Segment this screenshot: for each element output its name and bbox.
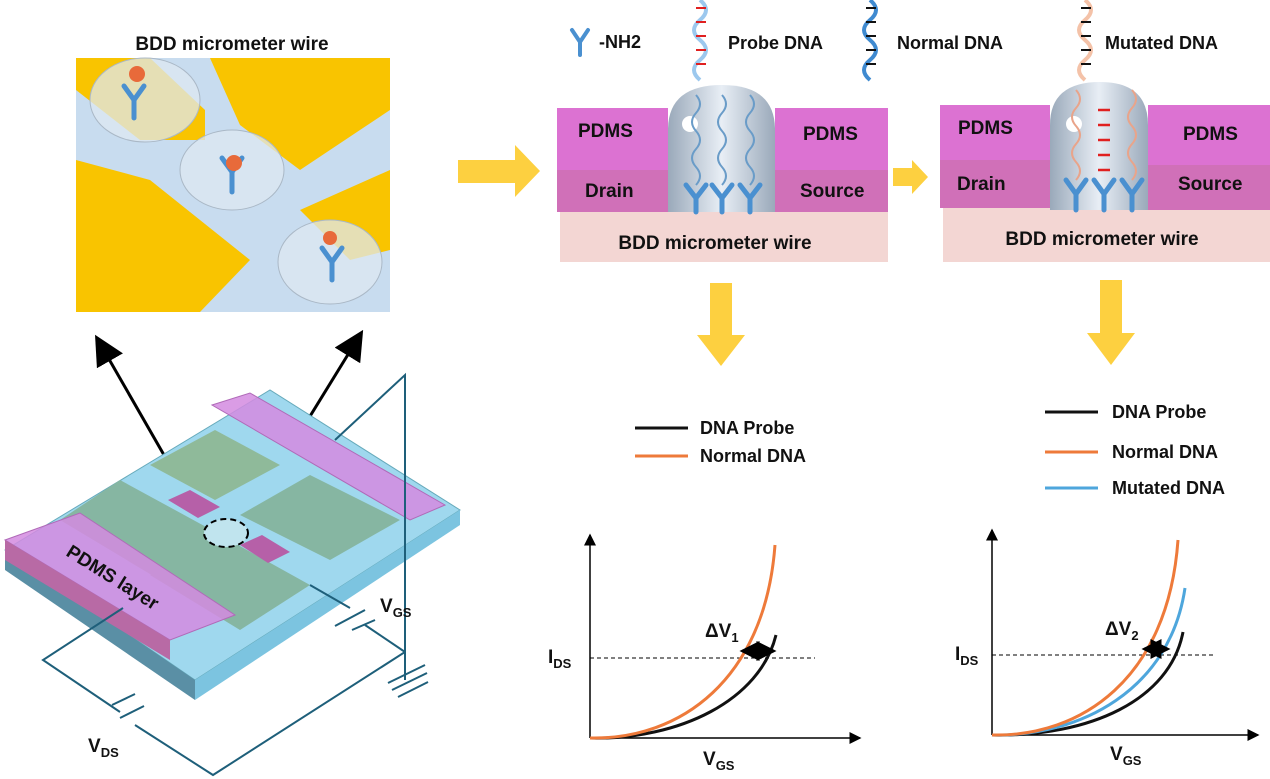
source (775, 170, 888, 212)
inset-title: BDD micrometer wire (135, 34, 328, 55)
mutated-dna-label: Mutated DNA (1105, 33, 1218, 53)
bdd-wire-label: BDD micrometer wire (1005, 229, 1198, 250)
target-molecule (226, 155, 242, 171)
curve-normal-dna (991, 539, 1180, 737)
top-legend: -NH2 Probe DNA Normal DNA Mutated DNA (570, 0, 1218, 82)
x-axis-label: VGS (703, 749, 735, 773)
vgs-label: VGS (380, 596, 412, 620)
bdd-wire (560, 212, 888, 262)
right-arrow (893, 160, 928, 194)
pdms-right-label: PDMS (803, 124, 858, 145)
pdms-left (940, 105, 1050, 160)
probe-dna-label: Probe DNA (728, 33, 823, 53)
drain (557, 170, 668, 212)
pdms-left-label: PDMS (578, 121, 633, 142)
electrode-pad (76, 160, 250, 312)
legend-label: DNA Probe (1112, 402, 1206, 422)
source (1148, 165, 1270, 210)
mutated-dna-icon (1077, 0, 1093, 82)
legend-label: Normal DNA (700, 446, 806, 466)
electrode-pad (150, 430, 280, 500)
y-axis-label: IDS (548, 647, 572, 671)
down-arrow (1087, 280, 1135, 365)
x-axis-label: VGS (1110, 744, 1142, 768)
pdms-layer-side (5, 540, 170, 660)
legend-label: Normal DNA (1112, 442, 1218, 462)
antibody-y-icon (683, 182, 709, 215)
droplet (89, 57, 201, 143)
pdms-left (557, 108, 668, 170)
electrode-pad (210, 58, 390, 170)
pdms-block (168, 490, 220, 518)
normal-dna-icon (862, 0, 878, 82)
right-arrow (458, 145, 540, 197)
bdd-wire (943, 208, 1270, 262)
plot-1: DNA Probe Normal DNA ΔV1 IDS VGS (548, 418, 862, 773)
circuit-wiring (41, 372, 429, 777)
schematic-mutated: PDMS Drain PDMS Source BDD micrometer wi… (940, 82, 1270, 262)
curve-dna-probe (991, 631, 1185, 737)
antibody-y-icon (1063, 177, 1089, 213)
drain (940, 160, 1050, 208)
plot-2: DNA Probe Normal DNA Mutated DNA ΔV2 IDS… (955, 402, 1260, 768)
source-label: Source (1178, 174, 1242, 195)
sensing-region-marker (203, 518, 249, 548)
dna-helix (1071, 89, 1081, 181)
pdms-right (1148, 105, 1270, 165)
drain-label: Drain (585, 181, 634, 202)
nh2-label: -NH2 (599, 32, 641, 52)
antibody-y-icon (121, 83, 147, 121)
down-arrow (697, 283, 745, 366)
vds-label: VDS (88, 736, 119, 760)
delta-v2-label: ΔV2 (1105, 619, 1139, 643)
dna-helix (745, 94, 755, 186)
schematic-probe: PDMS Drain PDMS Source BDD micrometer wi… (557, 85, 888, 262)
antibody-y-icon (709, 182, 735, 215)
probe-dna-icon (692, 0, 708, 82)
normal-dna-label: Normal DNA (897, 33, 1003, 53)
dna-helix (717, 94, 727, 186)
inset-wire-closeup: BDD micrometer wire (76, 34, 390, 312)
antibody-y-icon (1091, 177, 1117, 213)
pdms-right-label: PDMS (1183, 124, 1238, 145)
curve-normal-dna (589, 544, 777, 740)
delta-v1-label: ΔV1 (705, 621, 739, 645)
legend-label: DNA Probe (700, 418, 794, 438)
pdms-right (775, 108, 888, 170)
bdd-wire-label: BDD micrometer wire (618, 233, 811, 254)
dna-helix (691, 94, 701, 186)
substrate-side (195, 510, 460, 700)
antibody-y-icon (1119, 177, 1145, 213)
electrode-pad (150, 535, 310, 630)
antibody-y-icon (737, 182, 763, 215)
target-molecule (323, 231, 337, 245)
pdms-layer-right (210, 392, 447, 521)
y-axis-label: IDS (955, 644, 979, 668)
pdms-block (240, 535, 290, 563)
curve-mutated-dna (991, 587, 1187, 737)
fet-device: PDMS layer (3, 389, 461, 700)
pdms-left-label: PDMS (958, 118, 1013, 139)
nh2-antibody-icon (570, 28, 590, 57)
electrode-pad (240, 475, 400, 560)
dna-helix (1127, 89, 1137, 181)
source-label: Source (800, 181, 864, 202)
legend-label: Mutated DNA (1112, 478, 1225, 498)
drain-label: Drain (957, 174, 1006, 195)
antibody-y-icon (319, 245, 345, 283)
target-molecule (129, 66, 145, 82)
